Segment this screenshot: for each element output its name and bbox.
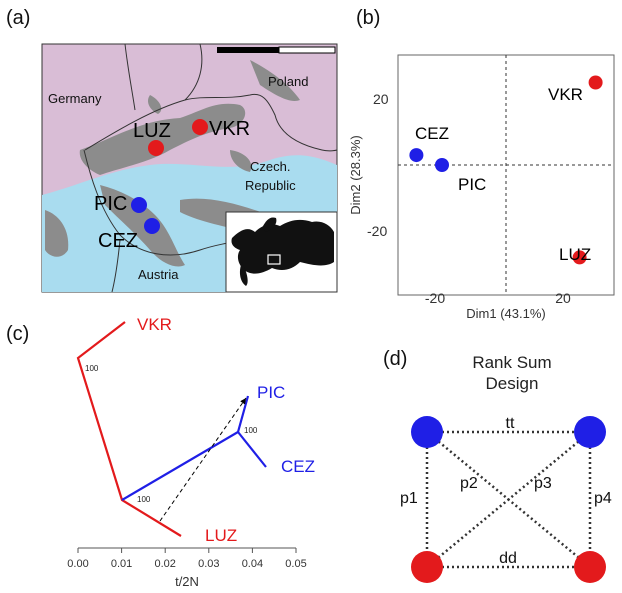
migration-arrow (159, 397, 247, 522)
tree-panel: 100 100 100 VKR PIC CEZ LUZ 0.00 0.01 0.… (67, 315, 315, 589)
panel-d-label: (d) (383, 348, 407, 370)
country-republic: Republic (245, 178, 296, 193)
tree-xtick-1: 0.01 (111, 558, 132, 570)
tree-axis-ticks (77, 548, 297, 553)
tree-cez-branch (237, 431, 267, 468)
site-cez-label: CEZ (98, 230, 138, 252)
panel-c-label: (c) (6, 323, 29, 345)
tree-xtick-5: 0.05 (285, 558, 306, 570)
design-node-red-left (411, 551, 443, 583)
site-vkr-label: VKR (209, 118, 250, 140)
site-luz-label: LUZ (133, 120, 171, 142)
bootstrap-blue: 100 (244, 426, 258, 435)
map-panel: Germany Poland Czech. Republic Austria L… (41, 43, 338, 293)
pca-label-pic: PIC (458, 175, 486, 194)
site-vkr (192, 119, 208, 135)
edge-p3: p3 (534, 475, 552, 492)
country-austria: Austria (138, 267, 179, 282)
design-panel: Rank Sum Design tt p1 p2 p3 p4 dd (400, 353, 612, 583)
pca-xlabel: Dim1 (43.1%) (466, 306, 545, 321)
tree-xtick-2: 0.02 (154, 558, 175, 570)
country-germany: Germany (48, 91, 102, 106)
pca-panel: 20 -20 -20 20 Dim1 (43.1%) Dim2 (28.3%) … (348, 54, 615, 321)
panel-a-label: (a) (6, 7, 30, 29)
edge-dd: dd (499, 550, 517, 567)
country-czech: Czech. (250, 159, 290, 174)
panel-b-label: (b) (356, 7, 380, 29)
design-node-blue-left (411, 416, 443, 448)
edge-p4: p4 (594, 490, 612, 507)
bootstrap-top: 100 (85, 364, 99, 373)
pca-point-luz (572, 250, 587, 265)
tip-luz: LUZ (205, 526, 237, 545)
pca-xtick-neg20: -20 (425, 290, 445, 306)
pca-xtick-20: 20 (555, 290, 571, 306)
pca-point-pic (435, 158, 449, 172)
edge-tt: tt (506, 415, 515, 432)
site-luz (148, 140, 164, 156)
scale-bar-white (278, 46, 336, 54)
tip-pic: PIC (257, 383, 285, 402)
scale-bar-black (217, 47, 279, 53)
pca-point-cez (409, 148, 424, 163)
edge-p1: p1 (400, 490, 418, 507)
tree-xlabel: t/2N (175, 574, 199, 589)
design-title-line1: Rank Sum (472, 353, 551, 372)
design-node-red-right (574, 551, 606, 583)
pca-ylabel: Dim2 (28.3%) (348, 135, 363, 214)
design-title-line2: Design (486, 374, 539, 393)
pca-point-vkr (588, 75, 603, 90)
pca-label-cez: CEZ (415, 124, 449, 143)
pca-label-vkr: VKR (548, 85, 583, 104)
design-edges (425, 430, 592, 569)
tree-xtick-4: 0.04 (242, 558, 263, 570)
site-cez (144, 218, 160, 234)
europe-inset (225, 211, 338, 293)
pca-label-luz: LUZ (559, 245, 591, 264)
tree-red-branches (76, 321, 182, 537)
pca-ytick-neg20: -20 (367, 223, 387, 239)
bootstrap-bottom: 100 (137, 495, 151, 504)
tip-vkr: VKR (137, 315, 172, 334)
edge-p2: p2 (460, 475, 478, 492)
tip-cez: CEZ (281, 457, 315, 476)
pca-ytick-20: 20 (373, 91, 389, 107)
tree-xtick-3: 0.03 (198, 558, 219, 570)
tree-xtick-0: 0.00 (67, 558, 88, 570)
site-pic (131, 197, 147, 213)
country-poland: Poland (268, 74, 308, 89)
design-node-blue-right (574, 416, 606, 448)
site-pic-label: PIC (94, 193, 127, 215)
